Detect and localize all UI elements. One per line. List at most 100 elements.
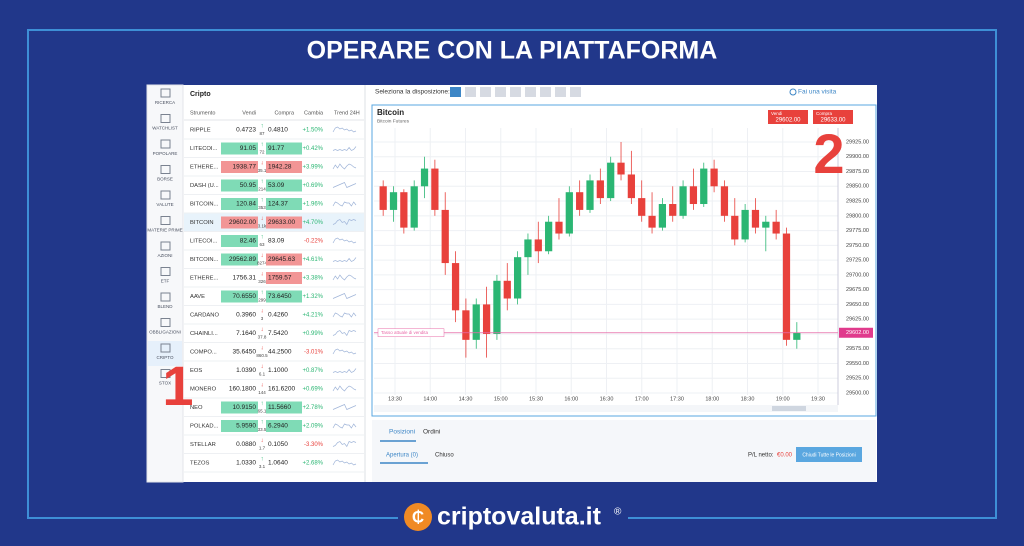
sidebar-label[interactable]: OBBLIGAZIONI — [149, 330, 181, 335]
instrument-name[interactable]: RIPPLE — [190, 128, 211, 134]
sell-price[interactable]: 5.9590 — [236, 423, 256, 430]
instrument-name[interactable]: BITCOIN... — [190, 202, 219, 208]
sell-price[interactable]: 29602.00 — [229, 219, 256, 226]
sell-price[interactable]: 91.05 — [240, 145, 257, 152]
sidebar-icon[interactable] — [160, 318, 171, 327]
close-all-button[interactable] — [796, 447, 862, 462]
sell-price[interactable]: 1938.77 — [233, 164, 257, 171]
sell-price[interactable]: 35.6450 — [233, 349, 257, 356]
sell-price[interactable]: 0.4723 — [236, 127, 256, 134]
sell-price[interactable]: 120.84 — [236, 201, 256, 208]
layout-option[interactable] — [540, 87, 551, 97]
instrument-name[interactable]: DASH (U... — [190, 183, 219, 189]
sidebar-label[interactable]: WATCHLIST — [152, 126, 178, 131]
instrument-name[interactable]: TEZOS — [190, 461, 209, 467]
sidebar-icon[interactable] — [160, 216, 171, 225]
layout-option[interactable] — [525, 87, 536, 97]
instrument-name[interactable]: LITECOI... — [190, 146, 218, 152]
buy-button[interactable] — [813, 110, 853, 124]
buy-price[interactable]: 1.1000 — [268, 367, 288, 374]
buy-price[interactable]: 53.09 — [268, 182, 285, 189]
navigator-handle[interactable] — [772, 406, 806, 411]
buy-price[interactable]: 6.2940 — [268, 423, 288, 430]
buy-price[interactable]: 73.6450 — [268, 293, 292, 300]
layout-option[interactable] — [450, 87, 461, 97]
sell-price[interactable]: 29562.89 — [229, 256, 256, 263]
instrument-name[interactable]: NEO — [190, 405, 203, 411]
buy-price[interactable]: 1.0640 — [268, 460, 288, 467]
buy-price[interactable]: 29645.63 — [268, 256, 295, 263]
instrument-name[interactable]: CHAINLI... — [190, 331, 218, 337]
buy-price[interactable]: 11.5660 — [268, 404, 291, 411]
sell-price[interactable]: 0.3960 — [236, 312, 256, 319]
sidebar-label[interactable]: POPOLARE — [153, 151, 178, 156]
buy-price[interactable]: 1942.28 — [268, 164, 292, 171]
sell-price[interactable]: 82.46 — [240, 238, 257, 245]
instrument-name[interactable]: EOS — [190, 368, 202, 374]
instrument-name[interactable]: BITCOIN... — [190, 257, 219, 263]
sidebar-icon[interactable] — [160, 267, 171, 276]
instrument-name[interactable]: STELLAR — [190, 442, 216, 448]
instrument-name[interactable]: MONERO — [190, 387, 217, 393]
buy-price[interactable]: 29633.00 — [268, 219, 295, 226]
sidebar-icon[interactable] — [160, 369, 171, 378]
closed-tab[interactable]: Chiuso — [435, 453, 454, 459]
sell-price[interactable]: 160.1800 — [229, 386, 256, 393]
instrument-name[interactable]: AAVE — [190, 294, 205, 300]
instrument-name[interactable]: COMPO... — [190, 350, 217, 356]
instrument-name[interactable]: POLKAD... — [190, 424, 219, 430]
sidebar-label[interactable]: RICERCA — [155, 100, 175, 105]
layout-option[interactable] — [495, 87, 506, 97]
layout-option[interactable] — [555, 87, 566, 97]
sell-price[interactable]: 70.6550 — [233, 293, 257, 300]
buy-price[interactable]: 44.2500 — [268, 349, 292, 356]
sidebar-label[interactable]: VALUTE — [156, 202, 173, 207]
sidebar-label[interactable]: AZIONI — [157, 253, 172, 258]
sidebar-icon[interactable] — [160, 165, 171, 174]
sell-price[interactable]: 0.0880 — [236, 441, 256, 448]
sidebar-label[interactable]: BLEND — [157, 304, 173, 309]
buy-price[interactable]: 0.4260 — [268, 312, 288, 319]
layout-option[interactable] — [480, 87, 491, 97]
buy-price[interactable]: 0.1050 — [268, 441, 288, 448]
sidebar-icon[interactable] — [160, 114, 171, 123]
sidebar-label[interactable]: MATERIE PRIME — [147, 228, 182, 233]
sidebar-label[interactable]: BORSE — [157, 177, 173, 182]
sell-button[interactable] — [768, 110, 808, 124]
sidebar-icon[interactable] — [160, 241, 171, 251]
sidebar-label[interactable]: STOX — [159, 381, 171, 386]
buy-price[interactable]: 91.77 — [268, 145, 285, 152]
positions-tab[interactable]: Posizioni — [389, 429, 415, 436]
sell-price[interactable]: 10.9150 — [233, 404, 257, 411]
layout-option[interactable] — [510, 87, 521, 97]
buy-price[interactable]: 83.09 — [268, 238, 285, 245]
sell-price[interactable]: 7.1640 — [236, 330, 256, 337]
sidebar-label[interactable]: ETF — [161, 279, 170, 284]
close-all-label[interactable]: Chiudi Tutte le Posizioni — [802, 452, 855, 458]
sell-price[interactable]: 1756.31 — [233, 275, 257, 282]
buy-price[interactable]: 1759.57 — [268, 275, 292, 282]
buy-price[interactable]: 161.6200 — [268, 386, 295, 393]
buy-price[interactable]: 124.37 — [268, 201, 288, 208]
open-tab[interactable]: Apertura (0) — [386, 453, 418, 459]
layout-option[interactable] — [570, 87, 581, 97]
orders-tab[interactable]: Ordini — [423, 429, 440, 436]
layout-option[interactable] — [465, 87, 476, 97]
instrument-name[interactable]: BITCOIN — [190, 220, 214, 226]
sidebar-label[interactable]: CRIPTO — [157, 355, 174, 360]
buy-price[interactable]: 7.5420 — [268, 330, 288, 337]
sell-price[interactable]: 1.0330 — [236, 460, 256, 467]
instrument-name[interactable]: CARDANO — [190, 313, 219, 319]
sell-price[interactable]: 1.0390 — [236, 367, 256, 374]
sell-price[interactable]: 50.95 — [240, 182, 257, 189]
sidebar-icon[interactable] — [160, 292, 171, 302]
instrument-name[interactable]: ETHERE... — [190, 165, 219, 171]
visit-label[interactable]: Fai una visita — [798, 89, 837, 96]
instrument-name[interactable]: LITECOI... — [190, 239, 218, 245]
sidebar-icon[interactable] — [160, 190, 171, 200]
buy-price[interactable]: 0.4810 — [268, 127, 288, 134]
sidebar-icon[interactable] — [160, 343, 171, 353]
instrument-name[interactable]: ETHERE... — [190, 276, 219, 282]
sidebar-icon[interactable] — [160, 88, 171, 98]
sidebar-icon[interactable] — [160, 139, 171, 149]
